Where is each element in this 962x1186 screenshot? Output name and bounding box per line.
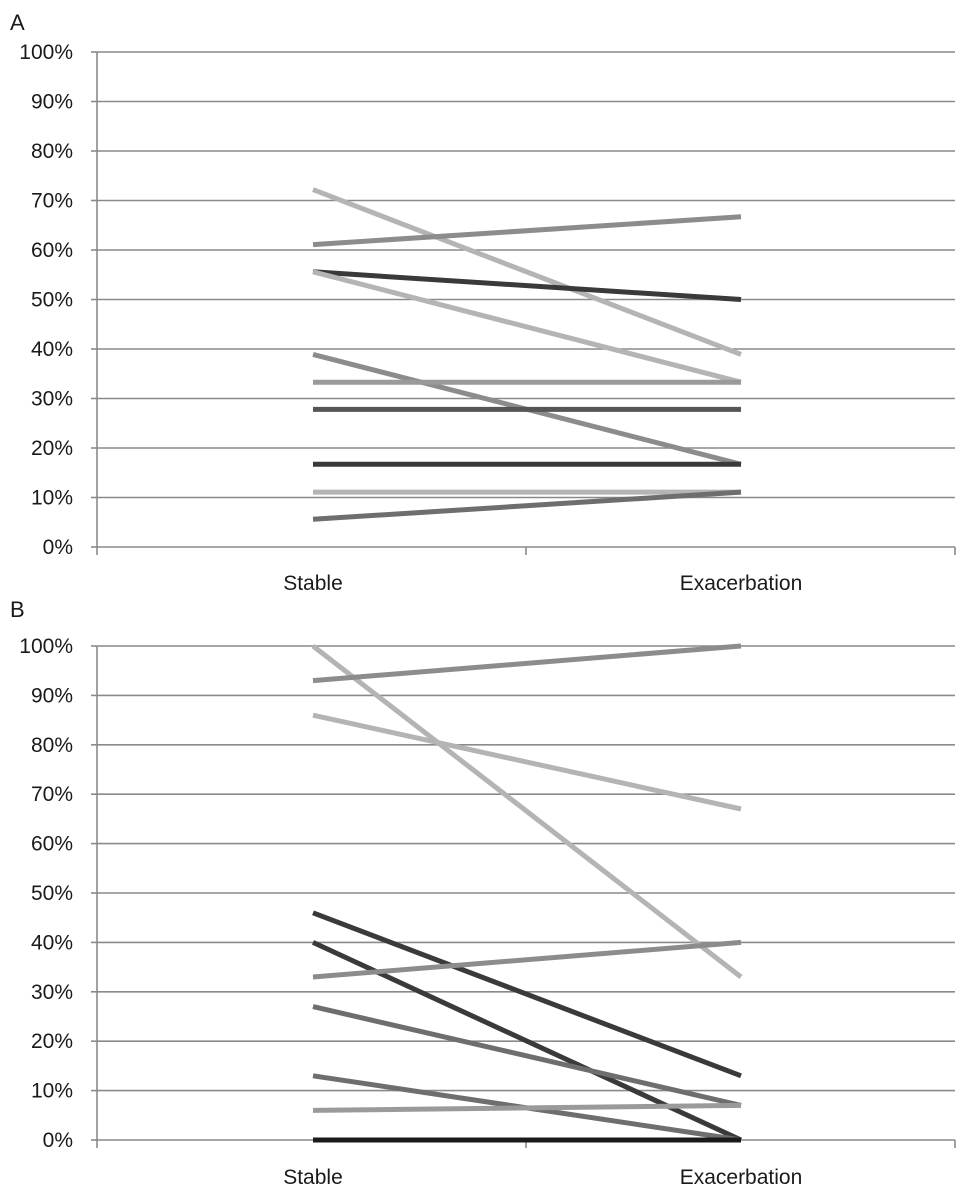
y-tick-label: 90% (31, 684, 73, 707)
series-line (312, 643, 742, 684)
panel-b: B 0% 10% 20% 30% 40% 50% 60% 70% 80% 90% 100% Stable… (10, 597, 956, 1186)
y-tick-label: 60% (31, 833, 73, 856)
series-line (312, 1004, 742, 1108)
series-line (311, 644, 743, 979)
y-tick-label: 10% (31, 1080, 73, 1103)
y-tick-label: 30% (31, 388, 73, 411)
y-tick-label: 100% (19, 635, 73, 658)
x-category-label: Stable (283, 1166, 343, 1186)
y-tick-label: 30% (31, 981, 73, 1004)
y-tick-label: 70% (31, 190, 73, 213)
series-line (312, 269, 742, 302)
y-tick-label: 10% (31, 487, 73, 510)
panel-label: A (10, 10, 25, 35)
y-tick-label: 50% (31, 882, 73, 905)
series-line (312, 187, 742, 357)
y-tick-label: 0% (43, 536, 73, 559)
series-line (312, 214, 742, 248)
y-tick-label: 90% (31, 91, 73, 114)
series-line (312, 269, 742, 385)
x-category-label: Exacerbation (680, 1166, 803, 1186)
y-tick-label: 80% (31, 140, 73, 163)
panel-label: B (10, 597, 25, 622)
y-tick-label: 0% (43, 1129, 73, 1152)
x-category-label: Exacerbation (680, 572, 803, 595)
y-tick-label: 80% (31, 734, 73, 757)
y-tick-label: 20% (31, 437, 73, 460)
series-line (312, 489, 742, 522)
y-tick-label: 50% (31, 289, 73, 312)
y-tick-label: 60% (31, 239, 73, 262)
panel-a: A 0% 10% 20% 30% 40% 50% 60% 70% 80% 90% 100% Stable… (10, 10, 956, 595)
y-tick-label: 40% (31, 931, 73, 954)
series-line (312, 1102, 742, 1113)
y-tick-label: 70% (31, 783, 73, 806)
series-line (312, 712, 742, 812)
series-line (312, 939, 742, 980)
y-tick-label: 40% (31, 338, 73, 361)
y-tick-label: 20% (31, 1030, 73, 1053)
y-tick-label: 100% (19, 41, 73, 64)
x-category-label: Stable (283, 572, 343, 595)
series-line (312, 910, 742, 1079)
